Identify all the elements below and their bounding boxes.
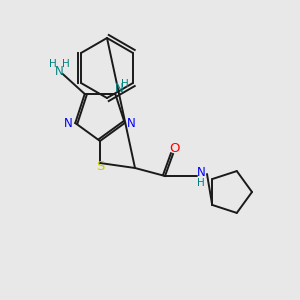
Text: S: S (96, 160, 104, 172)
Text: N: N (55, 65, 64, 79)
Text: H: H (49, 59, 57, 69)
Text: H: H (62, 59, 70, 69)
Text: N: N (64, 116, 73, 130)
Text: O: O (170, 142, 180, 155)
Text: N: N (128, 116, 136, 130)
Text: H: H (197, 178, 205, 188)
Text: N: N (115, 82, 124, 95)
Text: N: N (196, 167, 206, 179)
Text: H: H (122, 79, 129, 89)
